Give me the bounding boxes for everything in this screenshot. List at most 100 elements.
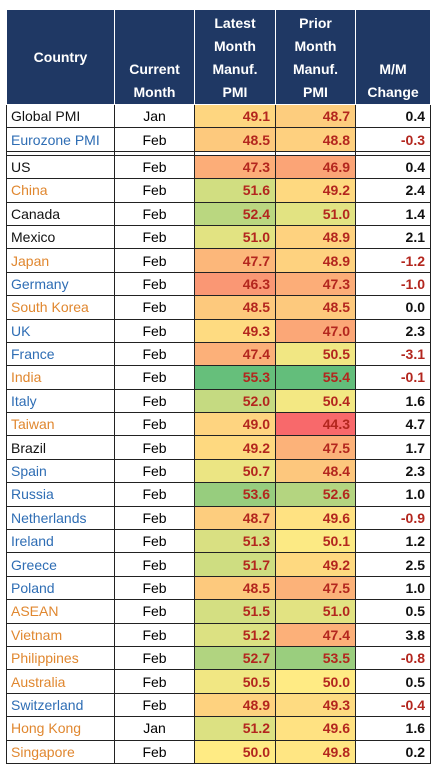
table-row: Poland Feb 48.5 47.5 1.0	[6, 575, 431, 601]
cell-mm-change: -1.2	[355, 248, 431, 273]
cell-mm-change: 1.7	[355, 435, 431, 460]
cell-latest-pmi: 51.2	[194, 716, 276, 741]
table-row: Japan Feb 47.7 48.9 -1.2	[6, 248, 431, 273]
cell-prior-pmi: 50.5	[275, 341, 356, 367]
cell-current-month: Feb	[114, 248, 195, 273]
cell-mm-change: 1.2	[355, 529, 431, 554]
cell-latest-pmi: 52.0	[194, 388, 276, 414]
cell-current-month: Feb	[114, 482, 195, 507]
cell-mm-change: -0.9	[355, 505, 431, 531]
cell-country: Netherlands	[6, 505, 115, 531]
cell-country: Spain	[6, 458, 115, 484]
cell-country: China	[6, 178, 115, 203]
cell-mm-change: 2.3	[355, 458, 431, 484]
cell-mm-change: 1.4	[355, 201, 431, 226]
cell-mm-change: -0.3	[355, 127, 431, 152]
header-mm-change: M/M Change	[355, 9, 431, 105]
cell-prior-pmi: 49.2	[275, 178, 356, 203]
table-row: Global PMI Jan 49.1 48.7 0.4	[6, 103, 431, 129]
cell-mm-change: -1.0	[355, 271, 431, 297]
table-row: Australia Feb 50.5 50.0 0.5	[6, 669, 431, 694]
table-row: Netherlands Feb 48.7 49.6 -0.9	[6, 505, 431, 531]
table-row: Germany Feb 46.3 47.3 -1.0	[6, 271, 431, 297]
cell-mm-change: -0.4	[355, 692, 431, 718]
cell-latest-pmi: 48.9	[194, 692, 276, 718]
table-row: Eurozone PMI Feb 48.5 48.8 -0.3	[6, 127, 431, 152]
cell-country: Hong Kong	[6, 716, 115, 741]
cell-mm-change: 0.4	[355, 103, 431, 129]
cell-latest-pmi: 48.7	[194, 505, 276, 531]
cell-country: Philippines	[6, 645, 115, 671]
cell-mm-change: 2.5	[355, 552, 431, 577]
cell-latest-pmi: 49.2	[194, 435, 276, 460]
cell-latest-pmi: 51.7	[194, 552, 276, 577]
cell-country: Australia	[6, 669, 115, 694]
cell-prior-pmi: 49.6	[275, 716, 356, 741]
cell-mm-change: 0.5	[355, 599, 431, 624]
table-row: France Feb 47.4 50.5 -3.1	[6, 341, 431, 367]
cell-current-month: Feb	[114, 318, 195, 343]
cell-country: Poland	[6, 575, 115, 601]
cell-prior-pmi: 49.8	[275, 739, 356, 764]
cell-latest-pmi: 50.7	[194, 458, 276, 484]
cell-latest-pmi: 47.4	[194, 341, 276, 367]
cell-mm-change: -3.1	[355, 341, 431, 367]
cell-country: Germany	[6, 271, 115, 297]
cell-current-month: Feb	[114, 435, 195, 460]
cell-country: Switzerland	[6, 692, 115, 718]
cell-prior-pmi: 52.6	[275, 482, 356, 507]
cell-mm-change: 2.3	[355, 318, 431, 343]
cell-current-month: Feb	[114, 505, 195, 531]
cell-mm-change: 0.0	[355, 295, 431, 320]
header-latest-line2: Month	[214, 38, 256, 54]
cell-latest-pmi: 48.5	[194, 127, 276, 152]
header-current-month-line1: Current	[129, 61, 180, 77]
header-prior-pmi: Prior Month Manuf. PMI	[275, 9, 356, 105]
table-row: Hong Kong Jan 51.2 49.6 1.6	[6, 716, 431, 741]
cell-current-month: Feb	[114, 224, 195, 250]
cell-mm-change: 1.6	[355, 716, 431, 741]
cell-prior-pmi: 51.0	[275, 599, 356, 624]
cell-country: South Korea	[6, 295, 115, 320]
table-row: Vietnam Feb 51.2 47.4 3.8	[6, 622, 431, 647]
cell-current-month: Feb	[114, 365, 195, 390]
cell-latest-pmi: 49.0	[194, 412, 276, 437]
cell-prior-pmi: 46.9	[275, 154, 356, 180]
cell-prior-pmi: 49.6	[275, 505, 356, 531]
table-row: China Feb 51.6 49.2 2.4	[6, 178, 431, 203]
cell-current-month: Feb	[114, 622, 195, 647]
cell-country: Italy	[6, 388, 115, 414]
cell-mm-change: 1.0	[355, 575, 431, 601]
cell-current-month: Feb	[114, 271, 195, 297]
cell-current-month: Feb	[114, 412, 195, 437]
cell-prior-pmi: 48.9	[275, 224, 356, 250]
cell-prior-pmi: 51.0	[275, 201, 356, 226]
cell-country: Taiwan	[6, 412, 115, 437]
cell-latest-pmi: 51.2	[194, 622, 276, 647]
cell-latest-pmi: 50.0	[194, 739, 276, 764]
cell-country: Vietnam	[6, 622, 115, 647]
cell-prior-pmi: 49.3	[275, 692, 356, 718]
cell-mm-change: 3.8	[355, 622, 431, 647]
header-prior-line1: Prior	[299, 15, 332, 31]
cell-prior-pmi: 49.2	[275, 552, 356, 577]
table-row: Taiwan Feb 49.0 44.3 4.7	[6, 412, 431, 437]
cell-prior-pmi: 48.9	[275, 248, 356, 273]
cell-latest-pmi: 48.5	[194, 575, 276, 601]
table-row: Spain Feb 50.7 48.4 2.3	[6, 458, 431, 484]
pmi-table-container: Country Current Month Latest Month Manuf…	[6, 9, 431, 764]
cell-country: Canada	[6, 201, 115, 226]
cell-mm-change: -0.1	[355, 365, 431, 390]
cell-country: Global PMI	[6, 103, 115, 129]
header-current-month: Current Month	[114, 9, 195, 105]
table-row: US Feb 47.3 46.9 0.4	[6, 154, 431, 180]
table-row: UK Feb 49.3 47.0 2.3	[6, 318, 431, 343]
cell-country: Eurozone PMI	[6, 127, 115, 152]
table-row: South Korea Feb 48.5 48.5 0.0	[6, 295, 431, 320]
header-current-month-line2: Month	[133, 84, 176, 100]
table-row: ASEAN Feb 51.5 51.0 0.5	[6, 599, 431, 624]
cell-current-month: Feb	[114, 645, 195, 671]
cell-latest-pmi: 51.6	[194, 178, 276, 203]
header-prior-line2: Month	[294, 38, 337, 54]
header-prior-line3: Manuf.	[292, 61, 339, 77]
